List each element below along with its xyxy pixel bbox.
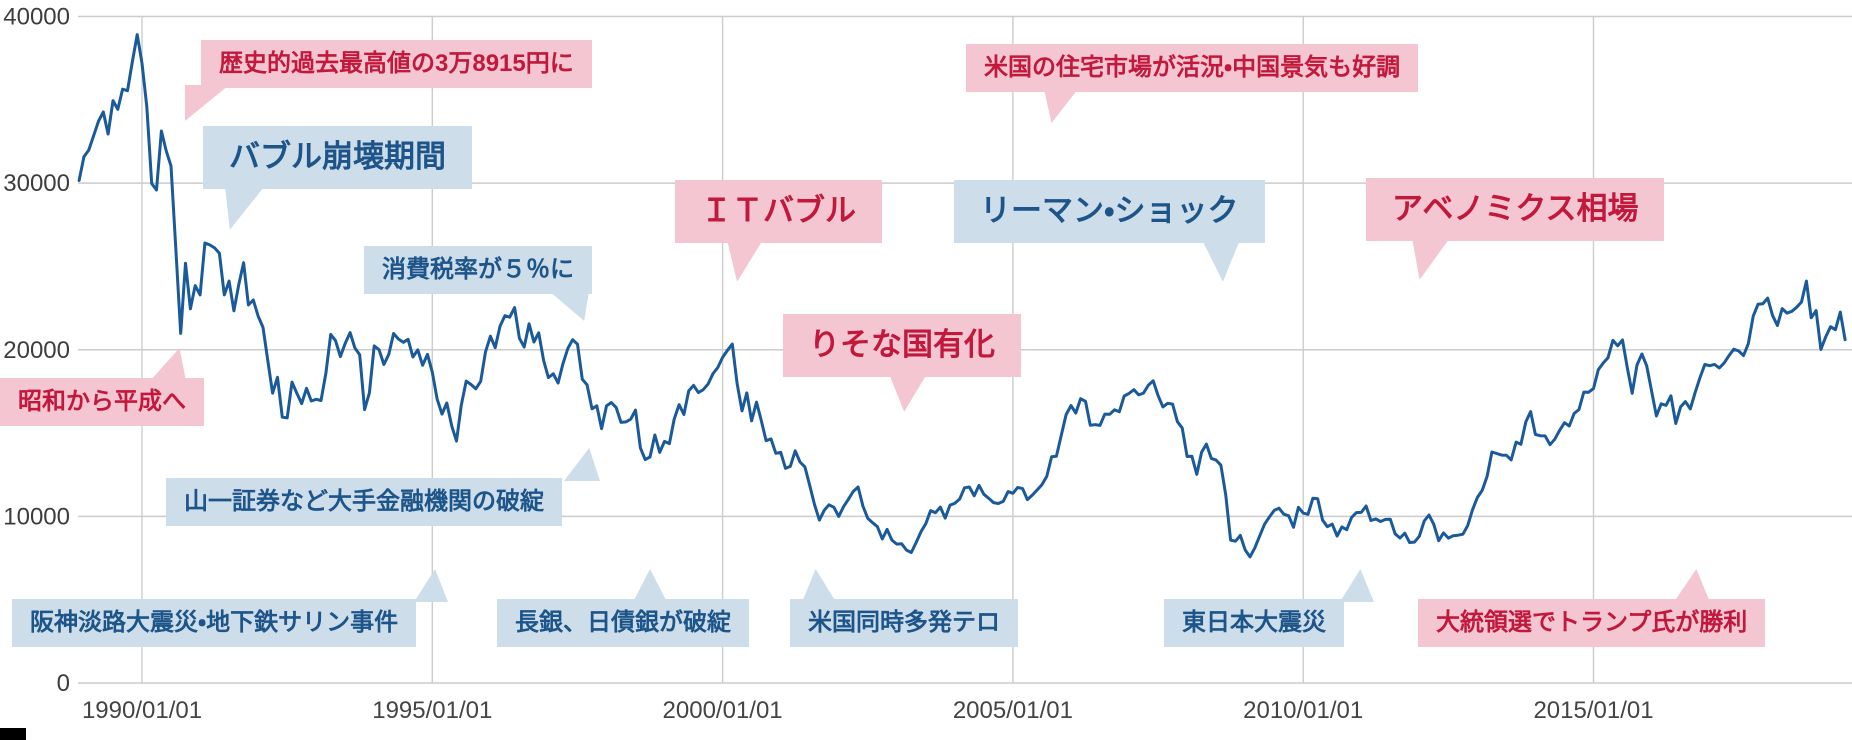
annotation-text: 昭和から平成へ [18, 388, 186, 415]
annotation-showa-heisei: 昭和から平成へ [0, 348, 204, 426]
annotation-chogin: 長銀、日債銀が破綻 [497, 569, 749, 647]
annotation-yamaichi: 山一証券など大手金融機関の破綻 [166, 448, 600, 526]
annotation-text: 阪神淡路大震災・地下鉄サリン事件 [30, 609, 399, 636]
annotation-text: アベノミクス相場 [1392, 191, 1639, 226]
annotation-text: 長銀、日債銀が破綻 [515, 609, 731, 636]
x-tick-label: 1995/01/01 [372, 697, 492, 724]
annotation-text: リーマン・ショック [980, 193, 1239, 228]
annotation-text: 消費税率が５％に [382, 256, 574, 283]
annotation-peak-high: 歴史的過去最高値の3万8915円に [185, 40, 592, 121]
bottom-left-artifact [0, 728, 26, 740]
annotation-text: りそな国有化 [809, 327, 995, 362]
annotation-trump: 大統領選でトランプ氏が勝利 [1418, 569, 1766, 647]
y-tick-label: 30000 [3, 170, 70, 197]
annotation-text: 東日本大震災 [1182, 609, 1326, 636]
x-tick-label: 1990/01/01 [82, 697, 202, 724]
y-tick-label: 0 [57, 670, 70, 697]
annotation-it-bubble: ＩＴバブル [675, 180, 882, 282]
annotation-text: ＩＴバブル [701, 193, 856, 228]
annotation-abenomics: アベノミクス相場 [1366, 178, 1665, 280]
annotation-text: 山一証券など大手金融機関の破綻 [184, 488, 544, 515]
annotation-text: 大統領選でトランプ氏が勝利 [1436, 609, 1748, 636]
annotation-hanshin: 阪神淡路大震災・地下鉄サリン事件 [12, 569, 448, 647]
annotation-bubble-collapse: バブル崩壊期間 [203, 126, 472, 230]
x-tick-label: 2005/01/01 [953, 697, 1073, 724]
annotation-risona: りそな国有化 [783, 314, 1021, 412]
annotation-text: 米国の住宅市場が活況・中国景気も好調 [984, 54, 1401, 81]
x-tick-label: 2010/01/01 [1243, 697, 1363, 724]
annotation-text: バブル崩壊期間 [229, 139, 446, 174]
y-tick-label: 10000 [3, 503, 70, 530]
annotation-us-housing: 米国の住宅市場が活況・中国景気も好調 [966, 44, 1419, 123]
y-tick-label: 40000 [3, 4, 70, 31]
x-tick-label: 2000/01/01 [663, 697, 783, 724]
annotation-text: 歴史的過去最高値の3万8915円に [219, 50, 574, 77]
annotation-text: 米国同時多発テロ [808, 609, 1000, 636]
annotation-terror-911: 米国同時多発テロ [790, 569, 1018, 647]
y-tick-label: 20000 [3, 337, 70, 364]
annotation-lehman: リーマン・ショック [954, 180, 1265, 282]
annotation-consumption-tax: 消費税率が５％に [364, 246, 592, 321]
annotation-tohoku-quake: 東日本大震災 [1164, 569, 1374, 647]
x-tick-label: 2015/01/01 [1533, 697, 1653, 724]
price-line [77, 33, 1847, 559]
